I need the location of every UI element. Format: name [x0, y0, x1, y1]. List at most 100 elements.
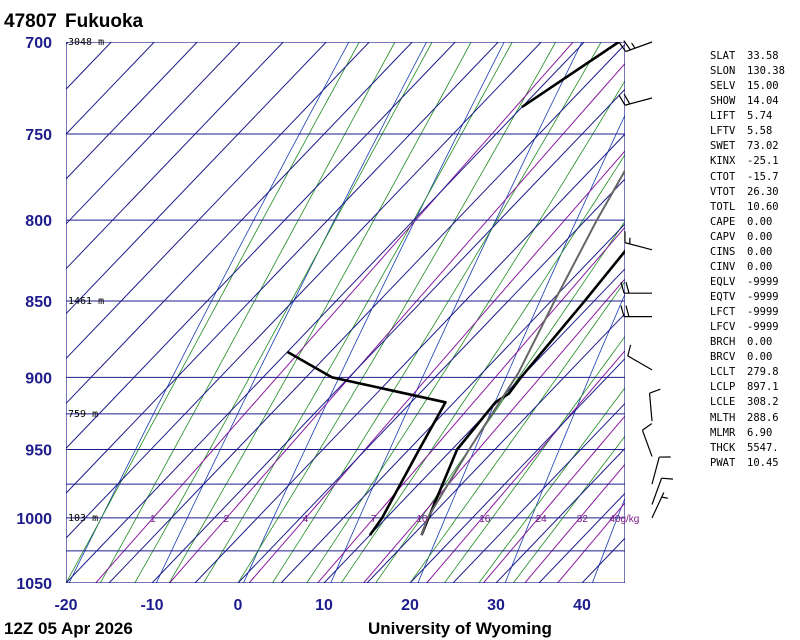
index-row: SLON 130.38 — [710, 64, 798, 79]
sounding-traces — [286, 42, 625, 536]
index-key: LCLT — [710, 366, 736, 379]
index-row: SLAT 33.58 — [710, 49, 798, 64]
isotherm — [66, 42, 112, 90]
index-value: -9999 — [747, 321, 779, 334]
index-row: VTOT 26.30 — [710, 185, 798, 200]
wind-barb-flag — [627, 344, 632, 357]
pressure-tick-label: 750 — [25, 127, 52, 144]
index-value: 0.00 — [747, 351, 773, 364]
wind-barb — [627, 344, 653, 371]
index-value: -9999 — [747, 306, 779, 319]
index-key: LFCV — [710, 321, 736, 334]
wind-barb — [620, 282, 652, 294]
wind-barb — [618, 40, 653, 53]
moist-adiabat — [478, 386, 625, 583]
isotherm — [66, 42, 241, 225]
index-value: -15.7 — [747, 170, 779, 183]
pressure-tick-label: 900 — [25, 370, 52, 387]
wind-barb-flag — [625, 305, 630, 317]
index-key: MLTH — [710, 411, 736, 424]
height-label: 759 m — [68, 409, 98, 420]
mixing-ratio-label: 2 — [224, 514, 230, 525]
index-key: TOTL — [710, 200, 736, 213]
temperature-tick-label: -20 — [54, 597, 77, 614]
wind-barb — [641, 423, 653, 457]
isotherm — [495, 447, 625, 583]
index-row: LFCT -9999 — [710, 305, 798, 320]
index-key: MLMR — [710, 426, 736, 439]
index-value: 0.00 — [747, 336, 773, 349]
mixing-ratio-label: 16 — [479, 514, 491, 525]
index-key: BRCH — [710, 336, 736, 349]
wind-barb-shaft — [627, 355, 653, 371]
mixing-ratio-label: 10 — [417, 514, 429, 525]
isotherm — [66, 42, 585, 583]
mixing-ratio-line — [426, 349, 625, 583]
index-row: EQTV -9999 — [710, 290, 798, 305]
mixing-ratio-label: 40g/kg — [609, 514, 639, 525]
plot-frame — [66, 42, 625, 583]
moist-adiabat — [409, 280, 625, 583]
index-value: 288.6 — [747, 411, 779, 424]
wind-barb-flag — [620, 282, 625, 294]
temperature-line — [420, 249, 625, 536]
pressure-tick-label: 1000 — [16, 511, 52, 528]
index-row: SWET 73.02 — [710, 139, 798, 154]
index-key: SWET — [710, 140, 736, 153]
wind-barb-half-flag — [631, 42, 636, 49]
moist-adiabat — [444, 335, 625, 583]
station-id: 47807 — [4, 11, 57, 32]
mixing-ratio-line — [248, 150, 625, 583]
index-key: EQLV — [710, 275, 736, 288]
index-row: LCLE 308.2 — [710, 395, 798, 410]
isotherm — [66, 42, 456, 450]
index-value: -25.1 — [747, 155, 779, 168]
wind-barb — [620, 305, 652, 318]
pressure-tick-label: 700 — [25, 35, 52, 52]
index-value: 0.00 — [747, 215, 773, 228]
wind-barb-shaft — [651, 492, 665, 519]
index-key: LCLP — [710, 381, 736, 394]
pressure-tick-label: 850 — [25, 294, 52, 311]
station-name: Fukuoka — [65, 11, 144, 32]
index-key: CAPE — [710, 215, 736, 228]
isotherm — [66, 42, 69, 46]
index-key: BRCV — [710, 351, 736, 364]
wind-barb-flag — [623, 93, 631, 105]
isotherm — [237, 178, 625, 583]
stability-indices: SLAT 33.58 SLON 130.38 SELV 15.00 SHOW 14.04 LIF… — [710, 49, 798, 471]
dry-adiabat — [68, 42, 350, 583]
moist-adiabats — [66, 42, 625, 583]
wind-barb-flag — [642, 423, 653, 431]
index-row: CINV 0.00 — [710, 260, 798, 275]
mixing-ratio-line — [483, 415, 625, 583]
wind-barb — [651, 477, 673, 505]
index-value: 5547. — [747, 441, 779, 454]
index-key: CINV — [710, 260, 736, 273]
index-row: BRCV 0.00 — [710, 350, 798, 365]
isotherm — [66, 42, 284, 270]
temperature-tick-label: 40 — [573, 597, 591, 614]
index-row: SHOW 14.04 — [710, 94, 798, 109]
wind-barb-flag — [618, 41, 627, 52]
mixing-ratio-label: 32 — [577, 514, 589, 525]
index-value: 15.00 — [747, 80, 779, 93]
index-row: MLTH 288.6 — [710, 411, 798, 426]
index-row: CINS 0.00 — [710, 245, 798, 260]
height-label: 3048 m — [68, 37, 104, 48]
temperature-tick-label: 20 — [401, 597, 419, 614]
temperature-tick-label: 0 — [234, 597, 243, 614]
index-row: LIFT 5.74 — [710, 109, 798, 124]
index-key: SHOW — [710, 95, 736, 108]
isotherm — [66, 42, 413, 405]
index-row: KINX -25.1 — [710, 154, 798, 169]
wind-barb-flag — [649, 388, 661, 394]
isotherm — [66, 42, 155, 135]
wind-barbs — [618, 40, 673, 519]
wind-barb-half-flag — [661, 496, 668, 499]
index-value: 5.58 — [747, 125, 773, 138]
index-value: -9999 — [747, 291, 779, 303]
index-key: SLAT — [710, 50, 736, 62]
index-key: THCK — [710, 441, 736, 454]
isotherm — [66, 42, 542, 539]
